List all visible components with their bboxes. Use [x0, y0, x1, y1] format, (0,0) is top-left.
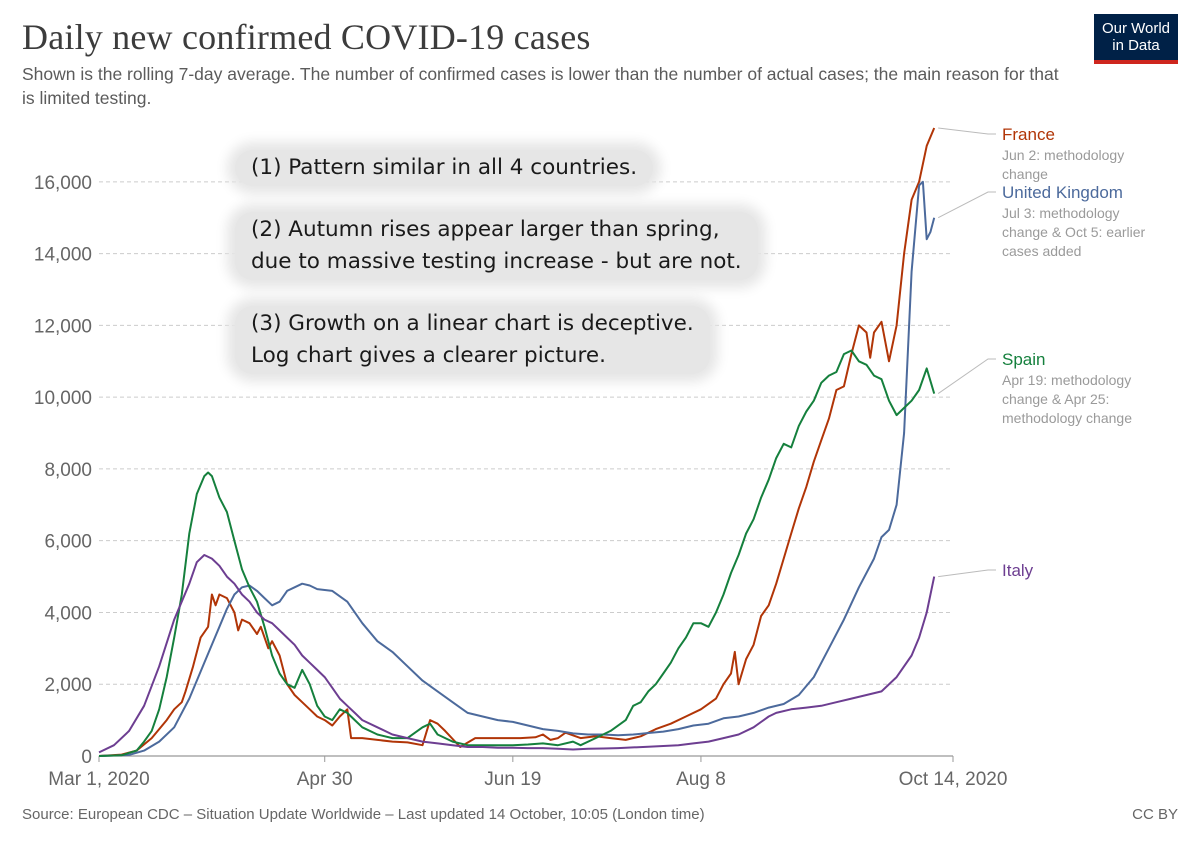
x-axis-ticks: Mar 1, 2020 Apr 30 Jun 19 Aug 8 Oct 14, 2020 [48, 756, 1007, 790]
annotation-note-2: (2) Autumn rises appear larger than spri… [235, 212, 758, 280]
series-annotation-spain: methodology change [1002, 410, 1132, 426]
series-label-united-kingdom[interactable]: United Kingdom [1002, 183, 1123, 202]
logo-line-1: Our World [1101, 20, 1171, 37]
logo-accent-bar [1094, 60, 1178, 64]
y-tick-label: 6,000 [44, 532, 92, 553]
y-tick-label: 10,000 [34, 388, 92, 409]
y-tick-label: 8,000 [44, 460, 92, 481]
annotation-note-3: (3) Growth on a linear chart is deceptiv… [235, 306, 710, 374]
series-annotation-france: Jun 2: methodology [1002, 147, 1124, 163]
series-annotation-united-kingdom: Jul 3: methodology [1002, 205, 1120, 221]
series-annotation-united-kingdom: change & Oct 5: earlier [1002, 224, 1146, 240]
series-annotation-united-kingdom: cases added [1002, 243, 1081, 259]
chart-title: Daily new confirmed COVID-19 cases [22, 17, 591, 57]
note-2-line-1: (2) Autumn rises appear larger than spri… [251, 217, 720, 242]
series-lines [98, 127, 936, 757]
y-tick-label: 14,000 [34, 245, 92, 266]
x-tick-label: Aug 8 [676, 769, 726, 790]
series-line-spain[interactable] [98, 349, 936, 757]
label-connector [938, 127, 996, 135]
series-label-france[interactable]: France [1002, 125, 1055, 144]
series-label-italy[interactable]: Italy [1002, 561, 1034, 580]
series-line-italy[interactable] [98, 554, 936, 754]
y-tick-label: 12,000 [34, 316, 92, 337]
x-tick-label: Oct 14, 2020 [899, 769, 1008, 790]
series-annotation-spain: Apr 19: methodology [1002, 372, 1131, 388]
y-axis-ticks: 0 2,000 4,000 6,000 8,000 10,000 12,000 14,000 1… [34, 173, 92, 768]
label-connector [937, 191, 996, 219]
chart-subtitle: Shown is the rolling 7-day average. The … [22, 64, 1059, 108]
x-tick-label: Apr 30 [297, 769, 353, 790]
y-tick-label: 4,000 [44, 603, 92, 624]
label-connector [937, 358, 996, 394]
series-line-united-kingdom[interactable] [98, 180, 936, 757]
x-tick-label: Mar 1, 2020 [48, 769, 149, 790]
y-tick-label: 0 [81, 747, 92, 768]
y-tick-label: 16,000 [34, 173, 92, 194]
owid-logo[interactable]: Our World in Data [1094, 14, 1178, 64]
license-link[interactable]: CC BY [1132, 806, 1178, 823]
label-connector [938, 569, 996, 578]
annotation-note-1: (1) Pattern similar in all 4 countries. [235, 150, 654, 186]
x-tick-label: Jun 19 [484, 769, 541, 790]
series-annotation-france: change [1002, 166, 1048, 182]
y-tick-label: 2,000 [44, 675, 92, 696]
series-line-france[interactable] [98, 127, 936, 757]
note-1-line-1: (1) Pattern similar in all 4 countries. [251, 155, 638, 180]
source-note: Source: European CDC – Situation Update … [22, 806, 705, 823]
series-label-spain[interactable]: Spain [1002, 350, 1045, 369]
series-annotation-spain: change & Apr 25: [1002, 391, 1109, 407]
note-2-line-2: due to massive testing increase - but ar… [251, 249, 742, 274]
note-3-line-2: Log chart gives a clearer picture. [251, 343, 606, 368]
note-3-line-1: (3) Growth on a linear chart is deceptiv… [251, 311, 694, 336]
logo-line-2: in Data [1112, 37, 1160, 54]
